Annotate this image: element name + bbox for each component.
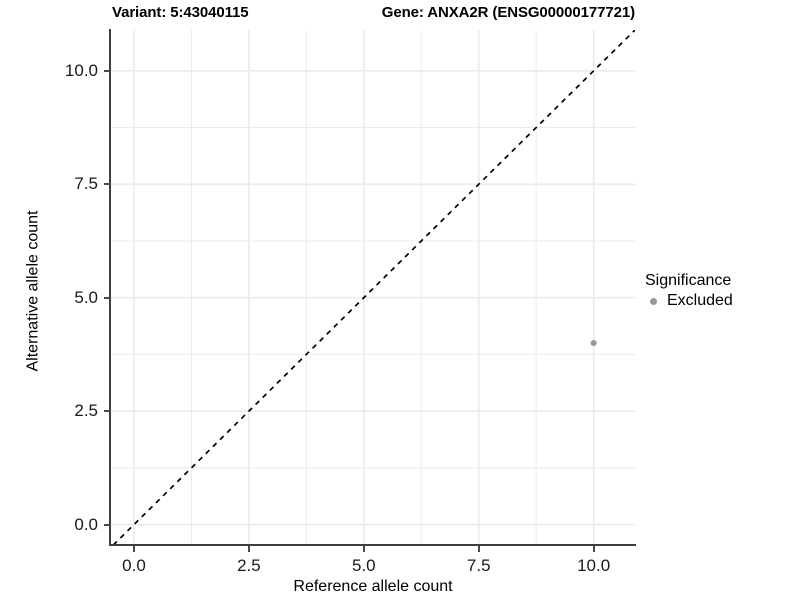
x-axis-tick	[592, 546, 595, 552]
y-axis-tick	[104, 410, 110, 413]
y-axis-tick-label: 2.5	[74, 401, 98, 421]
variant-title: Variant: 5:43040115	[112, 4, 249, 21]
legend: Significance Excluded	[645, 272, 795, 310]
data-layer	[112, 30, 635, 545]
x-axis-tick	[247, 546, 250, 552]
x-axis-line	[109, 544, 636, 546]
identity-reference-line	[112, 30, 635, 545]
legend-key	[645, 293, 662, 310]
x-axis-tick-label: 10.0	[577, 556, 611, 575]
data-point[interactable]	[590, 339, 597, 347]
x-axis-tick	[132, 546, 135, 552]
grid-layer	[111, 30, 635, 545]
y-axis-tick	[104, 523, 110, 526]
y-axis-title: Alternative allele count	[24, 210, 42, 372]
legend-item-label: Excluded	[667, 292, 733, 309]
x-axis-tick	[477, 546, 480, 552]
y-axis-tick-label: 7.5	[74, 174, 98, 194]
legend-item[interactable]: Excluded	[645, 292, 795, 310]
x-axis-tick	[362, 546, 365, 552]
y-axis-line	[109, 29, 111, 546]
gene-title: Gene: ANXA2R (ENSG00000177721)	[381, 4, 635, 21]
x-axis-tick-label: 0.0	[122, 556, 146, 575]
plot-panel	[111, 30, 635, 545]
y-axis-tick-label: 10.0	[64, 60, 98, 80]
x-axis-title: Reference allele count	[293, 578, 453, 595]
y-axis-tick	[104, 69, 110, 72]
x-axis-tick-label: 2.5	[237, 556, 261, 575]
plot-title-row: Variant: 5:43040115 Gene: ANXA2R (ENSG00…	[110, 4, 635, 26]
x-axis-tick-label: 7.5	[466, 556, 491, 575]
legend-title: Significance	[645, 272, 732, 289]
legend-dot-icon	[650, 297, 657, 305]
y-axis-tick-label: 0.0	[74, 514, 98, 534]
legend-items: Excluded	[645, 292, 795, 310]
y-axis-tick	[104, 296, 110, 299]
x-axis-tick-label: 5.0	[351, 556, 376, 575]
y-axis-tick-label: 5.0	[74, 287, 98, 307]
y-axis-tick	[104, 183, 110, 186]
